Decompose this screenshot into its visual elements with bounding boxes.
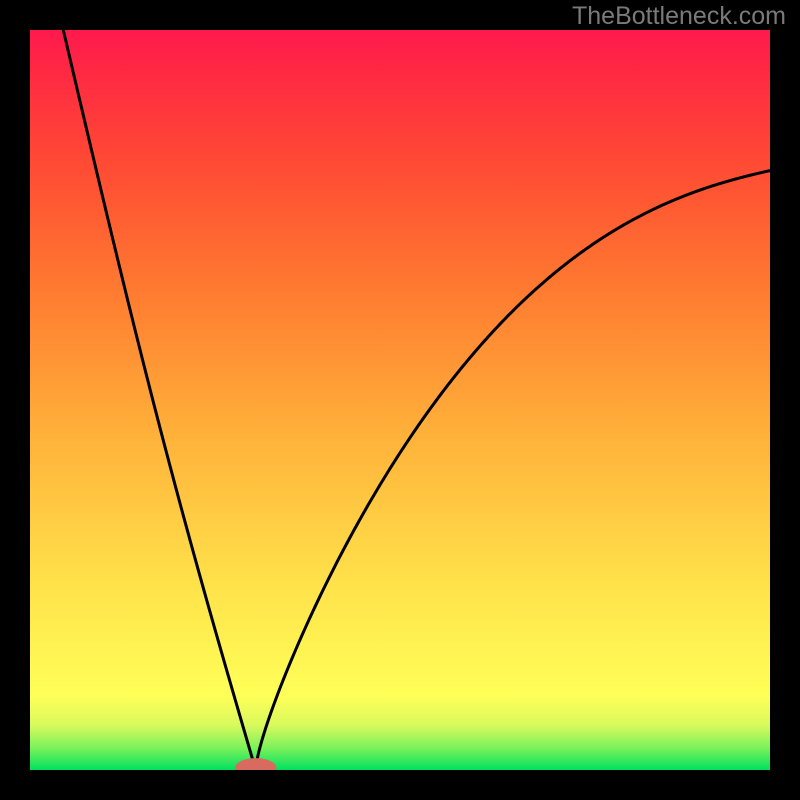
plot-background (30, 30, 770, 770)
chart-svg (30, 30, 770, 770)
plot-area (30, 30, 770, 770)
watermark-text: TheBottleneck.com (572, 2, 786, 31)
